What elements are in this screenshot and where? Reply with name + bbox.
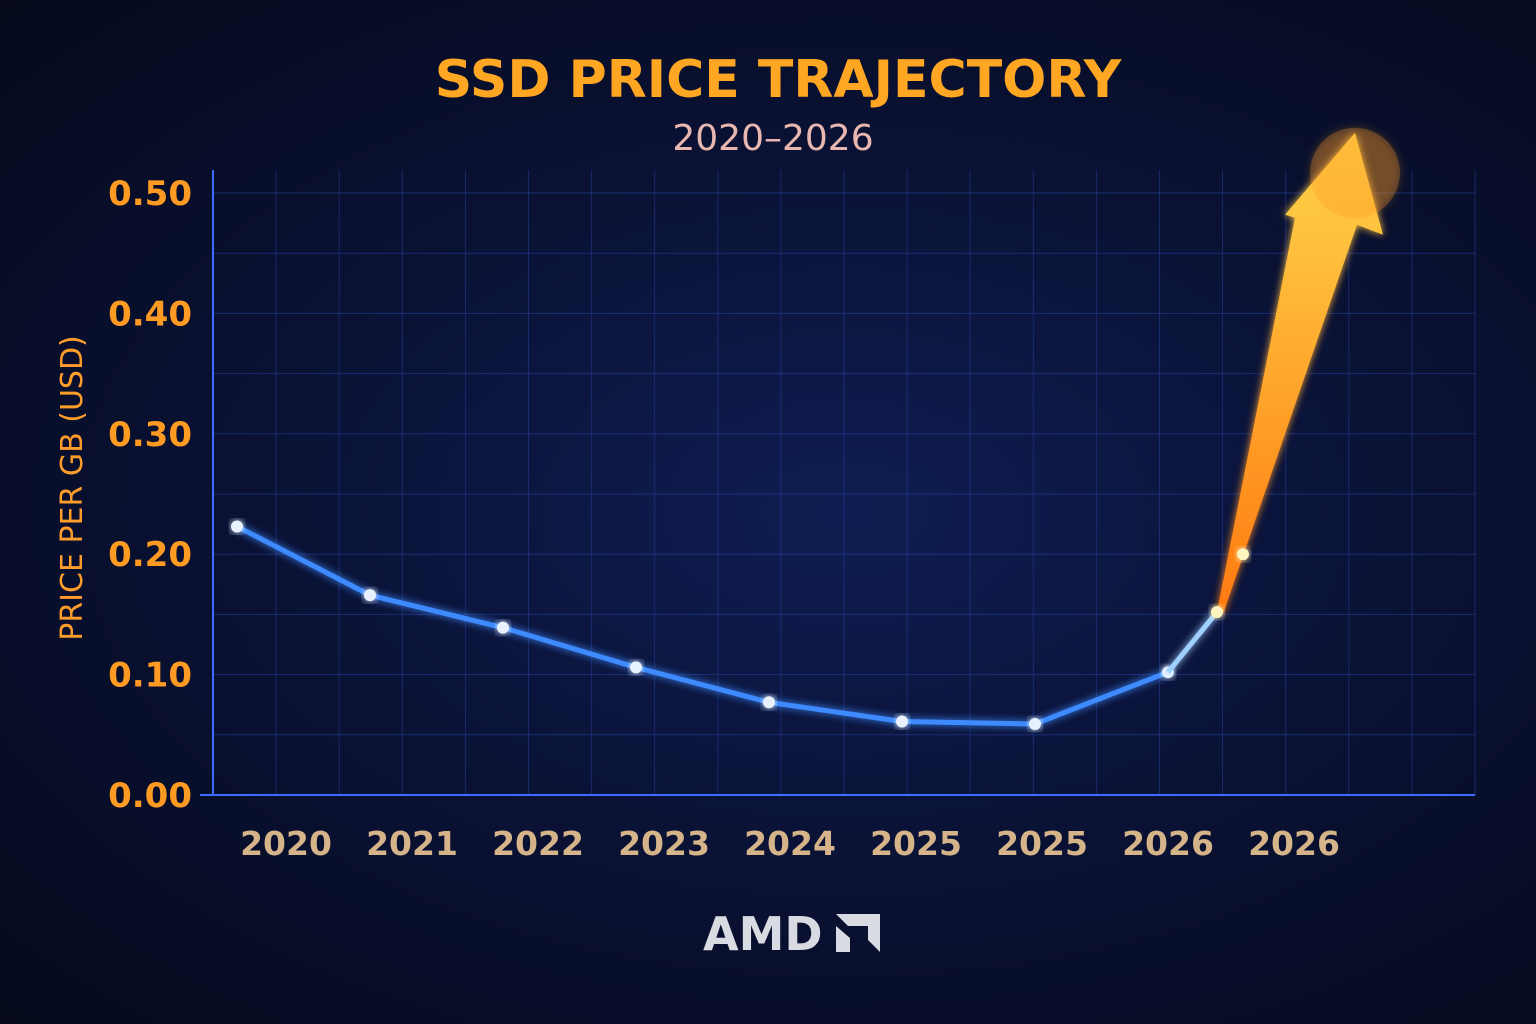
data-point <box>497 621 509 634</box>
data-point <box>763 696 775 709</box>
y-tick-label: 0.40 <box>108 294 192 334</box>
y-tick-label: 0.50 <box>108 174 192 214</box>
data-point <box>630 661 642 674</box>
x-tick-label: 2024 <box>744 824 836 863</box>
y-tick-label: 0.20 <box>108 535 192 575</box>
y-axis-label: PRICE PER GB (USD) <box>55 335 90 641</box>
y-tick-label: 0.00 <box>108 776 192 816</box>
rising-arrow <box>1217 132 1383 614</box>
data-point <box>1237 548 1249 561</box>
y-tick-label: 0.30 <box>108 415 192 455</box>
chart-title: SSD PRICE TRAJECTORY <box>435 50 1123 110</box>
x-tick-label: 2026 <box>1248 824 1340 863</box>
series <box>231 127 1400 730</box>
x-tick-label: 2020 <box>240 824 332 863</box>
x-tick-label: 2023 <box>618 824 710 863</box>
x-tick-label: 2021 <box>366 824 458 863</box>
grid <box>212 170 1476 796</box>
data-point <box>231 520 243 533</box>
data-point <box>1029 717 1041 730</box>
chart-subtitle: 2020–2026 <box>672 118 873 159</box>
x-tick-label: 2025 <box>870 824 962 863</box>
price-line <box>235 524 1169 727</box>
amd-arrow-icon <box>836 914 880 952</box>
arrow-burst <box>1310 127 1400 218</box>
amd-logo: AMD <box>703 907 880 961</box>
data-point <box>1211 605 1223 618</box>
x-tick-label: 2026 <box>1122 824 1214 863</box>
data-point <box>364 589 376 602</box>
transition-line <box>1166 610 1219 674</box>
y-tick-labels: 0.00 0.10 0.20 0.30 0.40 0.50 <box>108 174 192 816</box>
y-tick-label: 0.10 <box>108 656 192 696</box>
logo-text: AMD <box>703 907 823 961</box>
data-point <box>896 715 908 728</box>
axes <box>200 170 1475 796</box>
x-tick-label: 2022 <box>492 824 584 863</box>
x-tick-labels: 2020 2021 2022 2023 2024 2025 2025 2026 2026 <box>240 824 1340 863</box>
x-tick-label: 2025 <box>996 824 1088 863</box>
